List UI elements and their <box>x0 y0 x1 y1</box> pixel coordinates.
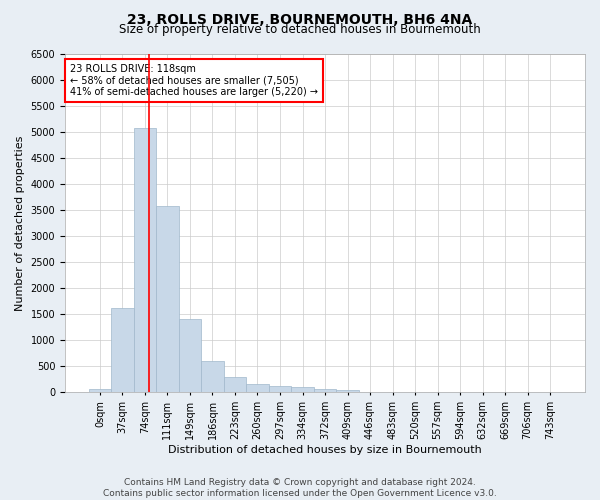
Text: Contains HM Land Registry data © Crown copyright and database right 2024.
Contai: Contains HM Land Registry data © Crown c… <box>103 478 497 498</box>
Bar <box>224 377 246 392</box>
Bar <box>246 384 269 392</box>
Bar <box>201 361 224 392</box>
Bar <box>314 390 336 392</box>
Bar <box>111 308 134 392</box>
X-axis label: Distribution of detached houses by size in Bournemouth: Distribution of detached houses by size … <box>168 445 482 455</box>
Bar <box>134 128 156 392</box>
Text: 23 ROLLS DRIVE: 118sqm
← 58% of detached houses are smaller (7,505)
41% of semi-: 23 ROLLS DRIVE: 118sqm ← 58% of detached… <box>70 64 318 98</box>
Bar <box>179 319 201 392</box>
Y-axis label: Number of detached properties: Number of detached properties <box>15 136 25 311</box>
Bar <box>156 206 179 392</box>
Bar <box>269 386 291 392</box>
Bar <box>291 388 314 392</box>
Text: 23, ROLLS DRIVE, BOURNEMOUTH, BH6 4NA: 23, ROLLS DRIVE, BOURNEMOUTH, BH6 4NA <box>127 12 473 26</box>
Text: Size of property relative to detached houses in Bournemouth: Size of property relative to detached ho… <box>119 22 481 36</box>
Bar <box>89 388 111 392</box>
Bar <box>336 390 359 392</box>
